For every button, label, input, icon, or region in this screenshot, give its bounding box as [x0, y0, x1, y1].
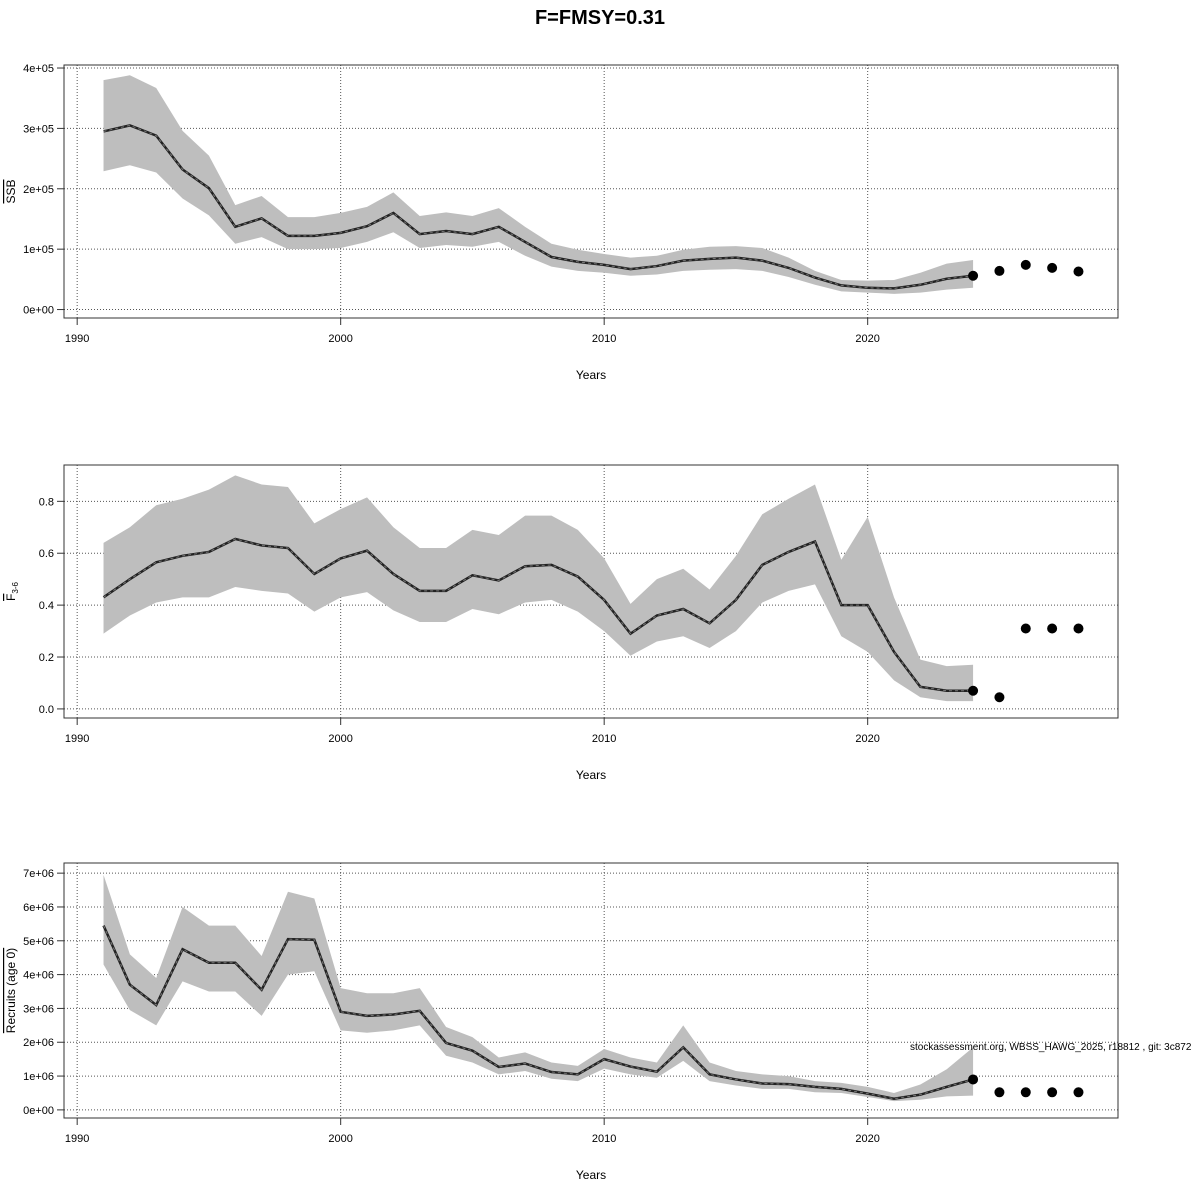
forecast-point	[1073, 1087, 1084, 1098]
y-tick-label: 5e+06	[23, 936, 54, 948]
y-tick-label: 0e+00	[23, 305, 54, 317]
y-tick-label: 1e+05	[23, 244, 54, 256]
forecast-point	[1073, 266, 1084, 277]
median-line-dash	[103, 925, 974, 1100]
y-tick-label: 0.2	[39, 652, 54, 664]
y-tick-label: 3e+06	[23, 1003, 54, 1015]
forecast-point	[1047, 623, 1058, 634]
forecast-point	[994, 265, 1005, 276]
forecast-point	[1020, 623, 1031, 634]
y-tick-label: 0.4	[39, 600, 54, 612]
x-tick-label: 2010	[592, 1133, 616, 1145]
x-tick-label: 2020	[855, 733, 879, 745]
x-tick-label: 2010	[592, 333, 616, 345]
forecast-point	[1020, 1087, 1031, 1098]
forecast-point	[994, 692, 1005, 703]
x-axis-label: Years	[576, 368, 606, 382]
x-tick-label: 2020	[855, 1133, 879, 1145]
panel-1: 1990 2000 2010 2020 Years 0e+00 1e+05 2e+05 3e+0…	[4, 63, 1119, 382]
panel-2: 1990 2000 2010 2020 Years 0.0 0.2 0.4 0.6 0.8 F3-6	[4, 464, 1119, 782]
y-tick-label: 6e+06	[23, 902, 54, 914]
x-tick-label: 2000	[328, 733, 352, 745]
x-tick-label: 1990	[65, 1133, 89, 1145]
forecast-point	[968, 685, 979, 696]
forecast-point	[1020, 259, 1031, 270]
y-tick-label: 0.6	[39, 548, 54, 560]
y-tick-label: 0.0	[39, 704, 54, 716]
chart-title: F=FMSY=0.31	[535, 7, 665, 29]
y-axis-label: SSB	[4, 179, 18, 203]
y-tick-label: 0e+00	[23, 1105, 54, 1117]
y-axis-label: Recruits (age 0)	[4, 948, 18, 1033]
y-axis-label-main: Recruits (age 0)	[4, 948, 18, 1033]
forecast-point	[968, 270, 979, 281]
forecast-point	[1073, 623, 1084, 634]
confidence-band	[103, 874, 974, 1102]
forecast-point	[994, 1087, 1005, 1098]
x-tick-label: 2010	[592, 733, 616, 745]
forecast-point	[968, 1074, 979, 1085]
x-axis-label: Years	[576, 1168, 606, 1182]
median-line-dash	[103, 538, 974, 692]
x-axis-label: Years	[576, 768, 606, 782]
confidence-band	[103, 475, 974, 702]
y-tick-label: 4e+05	[23, 63, 54, 75]
y-tick-label: 2e+05	[23, 184, 54, 196]
y-axis-label-main: SSB	[4, 179, 18, 203]
x-tick-label: 1990	[65, 733, 89, 745]
y-tick-label: 2e+06	[23, 1037, 54, 1049]
y-tick-label: 3e+05	[23, 123, 54, 135]
forecast-point	[1047, 262, 1058, 273]
forecast-point	[1047, 1087, 1058, 1098]
x-tick-label: 2020	[855, 333, 879, 345]
panel-3: 1990 2000 2010 2020 Years 0e+00 1e+06 2e+06 3e+0…	[4, 862, 1119, 1182]
y-axis-label-main: F	[4, 594, 18, 601]
x-tick-label: 1990	[65, 333, 89, 345]
y-axis-label: F3-6	[4, 581, 20, 600]
x-tick-label: 2000	[328, 333, 352, 345]
median-line-dash	[103, 124, 974, 289]
y-tick-label: 4e+06	[23, 970, 54, 982]
y-axis-label-subscript: 3-6	[11, 581, 20, 593]
confidence-band	[103, 75, 974, 294]
y-tick-label: 7e+06	[23, 868, 54, 880]
y-tick-label: 0.8	[39, 496, 54, 508]
footnote: stockassessment.org, WBSS_HAWG_2025, r18…	[910, 1042, 1192, 1053]
y-tick-label: 1e+06	[23, 1071, 54, 1083]
x-tick-label: 2000	[328, 1133, 352, 1145]
